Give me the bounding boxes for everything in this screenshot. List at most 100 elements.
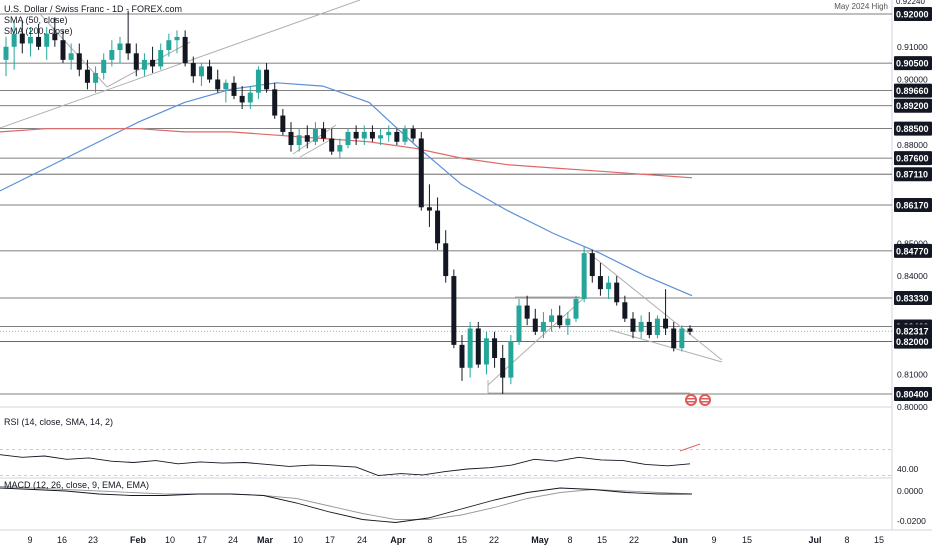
candle-body	[475, 328, 481, 365]
macd-line	[0, 487, 692, 523]
x-tick-label: May	[531, 535, 549, 545]
x-tick-label: Feb	[130, 535, 147, 545]
candle-body	[654, 318, 660, 336]
x-tick-label: Mar	[257, 535, 274, 545]
price-axis: 0.92000 May 2024 High 0.90500 0.89660 0.8920…	[834, 0, 932, 412]
candle-body	[606, 282, 612, 290]
candle-body	[483, 338, 489, 365]
level-label-bg	[894, 167, 932, 182]
rsi-signal-line	[679, 443, 701, 452]
candle-body	[581, 253, 587, 299]
candle-body	[687, 328, 693, 332]
candle-body	[435, 210, 441, 244]
candle-body	[321, 128, 327, 139]
x-tick-label: 15	[874, 535, 884, 545]
chart-legend: U.S. Dollar / Swiss Franc - 1D - FOREX.c…	[4, 4, 182, 37]
candle-body	[101, 59, 107, 73]
level-label-bg	[894, 56, 932, 71]
trend-lines	[0, 0, 723, 394]
candle-body	[565, 318, 571, 326]
trend-line-feb	[106, 41, 191, 88]
candle-body	[394, 131, 400, 142]
sma50-line	[0, 82, 693, 297]
candle-body	[443, 243, 449, 277]
candle-body	[500, 357, 506, 378]
candle-body	[174, 36, 180, 41]
x-tick-label: 22	[489, 535, 499, 545]
candle-body	[280, 115, 286, 132]
macd-legend[interactable]: MACD (12, 26, close, 9, EMA, EMA)	[4, 480, 150, 490]
x-tick-label: 24	[357, 535, 367, 545]
candle-body	[223, 82, 229, 90]
trend-line-long	[0, 0, 361, 129]
y-tick-label: 0.80000	[897, 402, 928, 412]
chart-title: U.S. Dollar / Swiss Franc - 1D - FOREX.c…	[4, 4, 183, 14]
candle-body	[557, 315, 563, 326]
candle-body	[679, 328, 685, 349]
x-tick-label: 17	[325, 535, 335, 545]
level-label: 0.89660	[896, 86, 929, 96]
candle-body	[93, 72, 99, 83]
level-label: 0.90500	[896, 59, 929, 69]
level-label-bg	[894, 291, 932, 306]
candle-body	[296, 135, 302, 146]
y-tick-label: 0.91000	[897, 42, 928, 52]
moving-averages	[0, 82, 693, 297]
level-label: 0.92000	[896, 10, 929, 20]
x-tick-label: 10	[165, 535, 175, 545]
candle-body	[573, 299, 579, 319]
falling-wedge-top	[584, 249, 723, 361]
level-note: May 2024 High	[834, 2, 888, 11]
us-flag-event-icon[interactable]	[685, 394, 697, 406]
level-label-bg	[894, 151, 932, 166]
x-tick-label: 15	[457, 535, 467, 545]
sma50-legend[interactable]: SMA (50, close)	[4, 15, 68, 25]
candle-body	[597, 276, 603, 290]
y-tick-label: 0.84000	[897, 271, 928, 281]
sma200-legend[interactable]: SMA (200, close)	[4, 26, 73, 36]
macd-tick-label: 0.0000	[897, 486, 923, 496]
candle-body	[60, 40, 66, 60]
candle-body	[109, 50, 115, 60]
y-tick-label: 0.88000	[897, 140, 928, 150]
level-label: 0.89200	[896, 101, 929, 111]
candle-body	[369, 131, 375, 139]
candle-body	[671, 328, 677, 349]
candle-body	[52, 33, 58, 41]
x-tick-label: 22	[629, 535, 639, 545]
us-flag-event-icon[interactable]	[699, 394, 711, 406]
candle-body	[84, 69, 90, 83]
x-tick-label: Jun	[672, 535, 688, 545]
candle-body	[345, 131, 351, 146]
candle-body	[207, 66, 213, 80]
y-tick-label: 0.85000	[897, 238, 928, 248]
rsi-legend[interactable]: RSI (14, close, SMA, 14, 2)	[4, 417, 114, 427]
candle-body	[133, 53, 139, 70]
candlesticks	[3, 10, 693, 394]
candle-body	[492, 338, 498, 358]
candle-body	[125, 43, 131, 54]
level-label: 0.83330	[896, 294, 929, 304]
x-tick-label: 9	[27, 535, 32, 545]
candle-body	[532, 318, 538, 332]
level-label-bg	[894, 121, 932, 136]
x-tick-label: 8	[844, 535, 849, 545]
level-label-bg	[894, 98, 932, 113]
candle-body	[508, 341, 514, 378]
candle-body	[36, 36, 42, 47]
level-label: 0.87110	[896, 170, 928, 180]
x-tick-label: 23	[88, 535, 98, 545]
x-tick-label: 8	[567, 535, 572, 545]
top-partial-label: 0.92240	[896, 0, 925, 6]
x-tick-label: 15	[742, 535, 752, 545]
x-tick-label: Jul	[808, 535, 821, 545]
candle-body	[166, 40, 172, 51]
macd-signal-line	[0, 486, 693, 520]
candle-body	[418, 138, 424, 208]
candle-body	[312, 128, 318, 142]
candle-body	[410, 128, 416, 139]
level-label-bg	[894, 197, 932, 212]
time-axis: 9 16 23 Feb 10 17 24 Mar 10 17 24 Apr 8 15 22 May 8 15 22 J…	[27, 535, 884, 545]
x-tick-label: 10	[293, 535, 303, 545]
